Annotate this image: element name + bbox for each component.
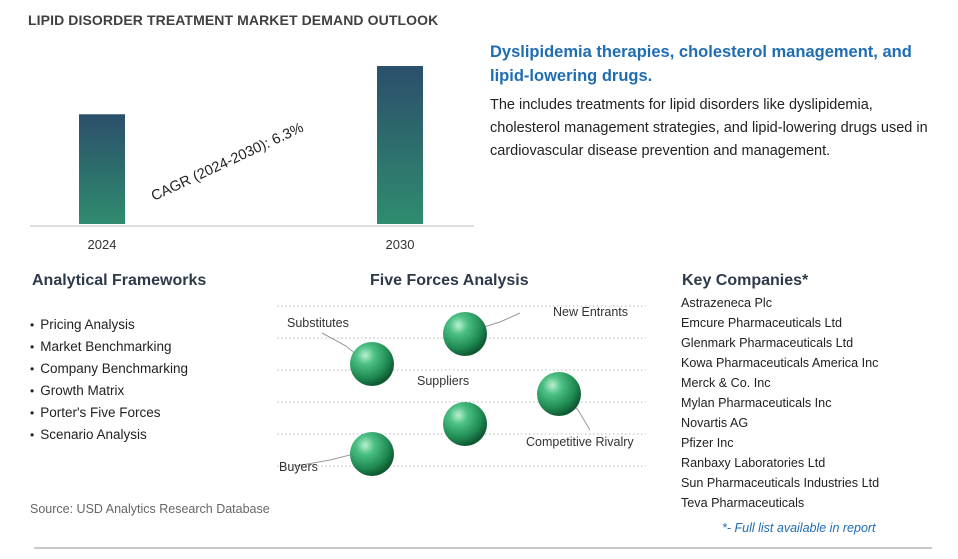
list-item: Company Benchmarking bbox=[30, 358, 188, 380]
bars-group bbox=[79, 66, 423, 224]
force-label-substitutes: Substitutes bbox=[287, 316, 349, 330]
five-forces-title: Five Forces Analysis bbox=[370, 272, 529, 289]
substitutes-sphere bbox=[350, 342, 394, 386]
x-tick-label: 2030 bbox=[386, 237, 415, 252]
list-item: Teva Pharmaceuticals bbox=[681, 496, 805, 510]
list-item: Glenmark Pharmaceuticals Ltd bbox=[681, 336, 854, 350]
frameworks-list: Pricing Analysis Market Benchmarking Com… bbox=[30, 314, 188, 446]
bottom-divider bbox=[34, 547, 932, 549]
force-label-new-entrants: New Entrants bbox=[553, 305, 629, 319]
list-item: Sun Pharmaceuticals Industries Ltd bbox=[681, 476, 880, 490]
new-entrants-sphere bbox=[443, 312, 487, 356]
cagr-annotation: CAGR (2024-2030): 6.3% bbox=[149, 120, 306, 205]
x-tick-label: 2024 bbox=[88, 237, 117, 252]
full-list-note: *- Full list available in report bbox=[722, 521, 876, 535]
frameworks-title: Analytical Frameworks bbox=[32, 272, 207, 289]
list-item: Growth Matrix bbox=[30, 380, 188, 402]
force-label-suppliers: Suppliers bbox=[417, 374, 470, 388]
list-item: Scenario Analysis bbox=[30, 424, 188, 446]
suppliers-sphere bbox=[443, 402, 487, 446]
competitive-rivalry-sphere bbox=[537, 372, 581, 416]
list-item: Market Benchmarking bbox=[30, 336, 188, 358]
list-item: Mylan Pharmaceuticals Inc bbox=[681, 396, 832, 410]
list-item: Novartis AG bbox=[681, 416, 749, 430]
bar-2030 bbox=[377, 66, 423, 224]
force-label-competitive-rivalry: Competitive Rivalry bbox=[526, 435, 634, 449]
list-item: Porter's Five Forces bbox=[30, 402, 188, 424]
list-item: Pfizer Inc bbox=[681, 436, 734, 450]
source-note: Source: USD Analytics Research Database bbox=[30, 502, 270, 516]
bar-2024 bbox=[79, 114, 125, 224]
force-label-buyers: Buyers bbox=[279, 460, 318, 474]
page-title: LIPID DISORDER TREATMENT MARKET DEMAND O… bbox=[28, 12, 439, 28]
companies-list: Astrazeneca Plc Emcure Pharmaceuticals L… bbox=[681, 293, 879, 513]
buyers-sphere bbox=[350, 432, 394, 476]
list-item: Ranbaxy Laboratories Ltd bbox=[681, 456, 826, 470]
list-item: Pricing Analysis bbox=[30, 314, 188, 336]
list-item: Kowa Pharmaceuticals America Inc bbox=[681, 356, 879, 370]
list-item: Emcure Pharmaceuticals Ltd bbox=[681, 316, 842, 330]
list-item: Merck & Co. Inc bbox=[681, 376, 771, 390]
summary-description: The includes treatments for lipid disord… bbox=[490, 97, 928, 159]
summary-headline: Dyslipidemia therapies, cholesterol mana… bbox=[490, 43, 912, 85]
companies-title: Key Companies* bbox=[682, 272, 809, 289]
x-tick-labels: 2024 2030 bbox=[88, 237, 415, 252]
list-item: Astrazeneca Plc bbox=[681, 296, 772, 310]
